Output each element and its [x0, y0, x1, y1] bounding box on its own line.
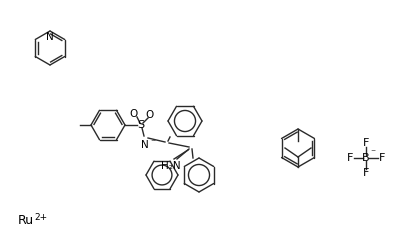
Text: N: N — [46, 32, 54, 42]
Text: H₂N: H₂N — [161, 161, 181, 171]
Text: F: F — [363, 138, 369, 148]
Text: Ru: Ru — [18, 214, 34, 226]
Text: F: F — [363, 168, 369, 178]
Text: F: F — [379, 153, 385, 163]
Text: N: N — [141, 140, 149, 150]
Text: 2+: 2+ — [34, 213, 47, 222]
Text: F: F — [347, 153, 353, 163]
Text: O: O — [130, 109, 138, 119]
Text: ⁻: ⁻ — [370, 148, 375, 158]
Text: S: S — [137, 120, 144, 130]
Text: O: O — [146, 110, 154, 120]
Text: B: B — [362, 153, 370, 163]
Text: ⁻: ⁻ — [150, 138, 155, 148]
